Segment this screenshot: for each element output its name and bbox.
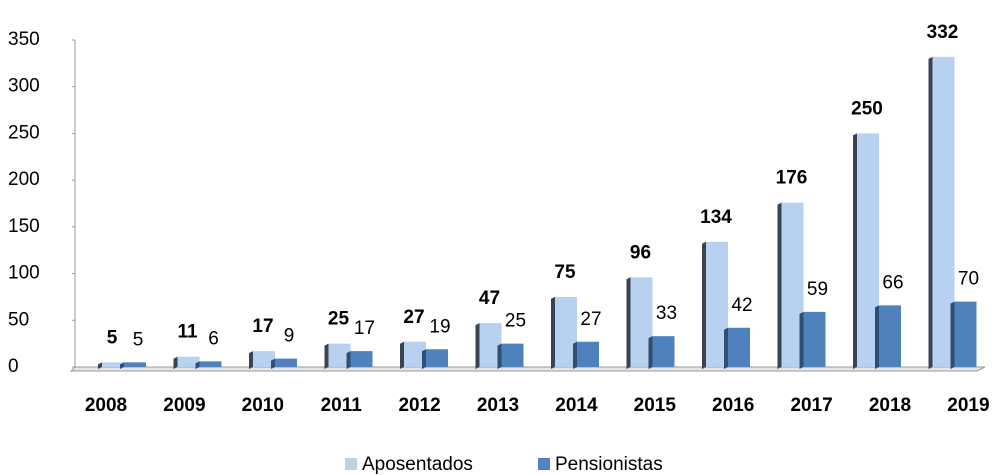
bar-side <box>724 327 728 369</box>
bar-side <box>573 341 577 369</box>
bar <box>781 202 804 367</box>
bar-side <box>346 351 351 369</box>
x-tick-label: 2012 <box>398 395 440 416</box>
data-label: 17 <box>354 318 375 339</box>
bar <box>652 336 675 367</box>
data-label: 332 <box>927 22 959 43</box>
legend-swatch <box>345 458 357 470</box>
y-tick-label: 150 <box>8 216 40 237</box>
bar-side <box>271 358 275 369</box>
data-label: 250 <box>851 98 883 119</box>
bar-side <box>853 133 857 369</box>
bar <box>954 301 977 367</box>
x-tick-label: 2008 <box>85 395 127 416</box>
bar-side <box>120 362 124 369</box>
data-label: 5 <box>107 327 118 348</box>
bar <box>328 343 351 367</box>
data-label: 33 <box>656 303 677 324</box>
x-tick-label: 2013 <box>477 395 519 416</box>
bar-side <box>799 311 804 369</box>
bar-side <box>626 277 631 369</box>
data-label: 5 <box>133 329 144 350</box>
bar <box>555 296 577 367</box>
bar <box>932 56 955 368</box>
x-tick-label: 2018 <box>869 395 911 416</box>
data-label: 25 <box>328 309 350 330</box>
bar <box>728 327 750 367</box>
x-tick-label: 2017 <box>790 395 832 416</box>
x-tick-label: 2010 <box>242 395 284 416</box>
legend-label: Aposentados <box>362 454 473 475</box>
bar-side <box>475 323 480 369</box>
bar-side <box>400 341 404 369</box>
bar-side <box>249 351 253 369</box>
data-label: 176 <box>776 168 808 189</box>
data-label: 96 <box>630 242 651 263</box>
data-label: 134 <box>700 207 732 228</box>
data-label: 27 <box>580 309 601 330</box>
bar <box>857 133 879 367</box>
bar-side <box>777 202 782 369</box>
x-tick-label: 2016 <box>712 395 754 416</box>
bar <box>630 277 653 367</box>
y-tick-label: 350 <box>8 29 40 50</box>
x-tick-label: 2009 <box>163 395 205 416</box>
data-label: 19 <box>429 316 450 337</box>
bar-side <box>950 301 955 369</box>
y-tick-label: 300 <box>8 76 40 97</box>
bar <box>577 341 599 367</box>
data-label: 70 <box>958 269 979 290</box>
bar <box>404 341 426 367</box>
bar-side <box>702 241 706 369</box>
bar <box>803 311 826 367</box>
bar-side <box>98 362 102 369</box>
bar-side <box>875 305 879 369</box>
data-label: 66 <box>882 272 903 293</box>
bar <box>426 349 448 367</box>
y-tick-label: 100 <box>8 263 40 284</box>
bar <box>879 305 901 367</box>
x-tick-label: 2015 <box>634 395 677 416</box>
data-label: 27 <box>403 307 424 328</box>
data-label: 47 <box>479 288 500 309</box>
bar-side <box>648 336 653 369</box>
data-label: 59 <box>807 279 828 300</box>
bar-side <box>497 343 502 369</box>
bar-side <box>928 56 933 370</box>
bar <box>501 343 524 367</box>
bar-side <box>551 296 555 369</box>
data-label: 6 <box>208 328 219 349</box>
data-label: 9 <box>284 326 295 347</box>
data-label: 11 <box>177 322 198 343</box>
y-tick-label: 0 <box>8 356 19 377</box>
bar <box>706 241 728 367</box>
y-tick-label: 200 <box>8 169 40 190</box>
bar-side <box>422 349 426 369</box>
bar-side <box>173 356 178 369</box>
bar <box>350 351 373 367</box>
data-label: 25 <box>505 311 526 332</box>
bar <box>102 362 124 367</box>
bar <box>275 358 297 367</box>
legend-swatch <box>538 458 550 470</box>
bar <box>199 361 222 367</box>
bar <box>124 362 146 367</box>
bar-side <box>324 343 329 369</box>
bar <box>253 351 275 367</box>
y-tick-label: 50 <box>8 309 29 330</box>
bar-side <box>195 361 200 369</box>
legend-label: Pensionistas <box>555 454 663 475</box>
data-label: 42 <box>731 295 752 316</box>
x-tick-label: 2014 <box>555 395 598 416</box>
data-label: 75 <box>554 262 576 283</box>
floor <box>69 366 986 372</box>
bar <box>177 356 200 367</box>
bar <box>479 323 502 367</box>
x-tick-label: 2019 <box>947 395 989 416</box>
y-tick-label: 250 <box>8 122 40 143</box>
x-tick-label: 2011 <box>321 395 363 416</box>
data-label: 17 <box>252 316 273 337</box>
